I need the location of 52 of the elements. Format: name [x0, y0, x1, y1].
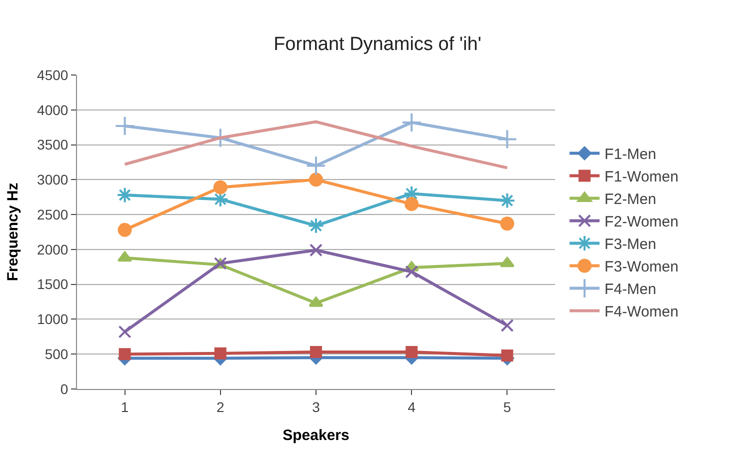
point [118, 222, 132, 237]
point [306, 156, 326, 176]
point [117, 251, 132, 262]
point [116, 186, 133, 204]
point [308, 218, 324, 234]
y-tick-label: 1500 [37, 276, 68, 292]
point [405, 265, 418, 278]
point [213, 180, 228, 194]
legend-label: F3-Women [604, 258, 678, 276]
point [501, 350, 514, 362]
point [500, 319, 514, 332]
point [500, 256, 515, 268]
legend-label: F2-Men [604, 191, 656, 208]
x-tick-label: 2 [216, 398, 224, 415]
y-tick-label: 3500 [37, 136, 68, 153]
point [212, 191, 229, 208]
point [310, 346, 322, 358]
point [114, 116, 135, 136]
point [500, 216, 514, 231]
y-tick-label: 500 [44, 346, 68, 362]
point [118, 325, 132, 338]
point [402, 112, 422, 133]
y-tick-label: 4500 [37, 66, 68, 83]
legend-label: F1-Men [604, 146, 656, 164]
x-tick-label: 3 [312, 398, 320, 415]
chart-title: Formant Dynamics of 'ih' [274, 34, 482, 56]
y-tick-label: 4000 [37, 102, 68, 118]
y-tick-label: 3000 [37, 172, 68, 188]
legend-label: F2-Women [604, 214, 678, 231]
legend-label: F4-Women [604, 304, 678, 321]
y-tick-label: 1000 [37, 311, 68, 328]
legend-label: F1-Women [604, 168, 678, 186]
x-tick-label: 1 [120, 398, 129, 415]
point [404, 197, 419, 212]
y-tick-label: 0 [60, 380, 68, 397]
y-tick-label: 2500 [37, 206, 68, 222]
x-axis-title: Speakers [282, 426, 350, 444]
legend-label: F4-Men [604, 281, 656, 298]
point [210, 128, 230, 148]
y-axis-title: Frequency Hz [4, 182, 22, 282]
point [214, 347, 226, 360]
point [310, 244, 322, 257]
point [308, 296, 324, 307]
x-tick-label: 5 [503, 398, 512, 415]
point [497, 129, 518, 150]
point [499, 192, 516, 209]
point [406, 346, 418, 358]
x-tick-label: 4 [408, 398, 416, 415]
y-tick-label: 2000 [37, 241, 68, 258]
point [118, 348, 131, 360]
legend-label: F3-Men [604, 236, 656, 254]
point [309, 172, 323, 187]
